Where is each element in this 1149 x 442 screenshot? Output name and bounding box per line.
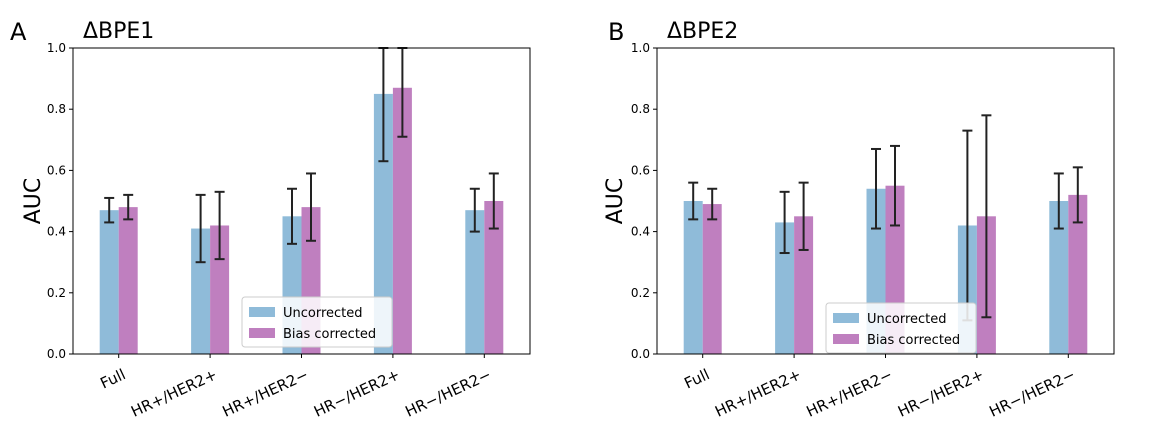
x-tick-label: HR−/HER2− (986, 365, 1078, 420)
error-bar (707, 187, 718, 221)
error-bar (469, 187, 480, 233)
bar-uncorrected (465, 210, 485, 354)
y-tick-label: 0.0 (47, 347, 66, 361)
y-tick-label: 0.6 (47, 163, 66, 177)
y-tick-label: 0.2 (47, 286, 66, 300)
bar-bias-corrected (484, 201, 504, 354)
bar-uncorrected (191, 228, 211, 354)
legend-swatch (833, 313, 859, 323)
bar-bias-corrected (392, 87, 412, 354)
error-bar (195, 193, 206, 264)
error-bar (1053, 172, 1064, 230)
y-tick-label: 1.0 (47, 41, 66, 55)
legend-entry: Bias corrected (283, 327, 376, 342)
y-tick-label: 0.8 (631, 102, 650, 116)
error-bar (306, 172, 316, 242)
chart-panel-a: A ΔBPE1 AUC 0.0 0.2 0.4 0.6 0.8 1.0 Full HR+/HER2+… (10, 18, 531, 421)
x-tick-label: HR+/HER2− (804, 365, 896, 420)
y-tick-label: 0.4 (631, 225, 650, 239)
legend-entry: Uncorrected (283, 306, 363, 321)
legend-box (825, 302, 977, 354)
bar-bias-corrected (1068, 194, 1088, 354)
x-tick-label: HR+/HER2− (220, 365, 312, 420)
y-tick-label: 0.2 (631, 286, 650, 300)
error-bar (214, 190, 225, 261)
bar-bias-corrected (702, 204, 722, 354)
y-tick-label: 0.6 (631, 163, 650, 177)
error-bar (688, 181, 699, 221)
panel-letter: A (10, 18, 27, 46)
legend-swatch (833, 334, 859, 344)
bar-bias-corrected (118, 207, 138, 354)
y-tick-label: 1.0 (631, 41, 650, 55)
error-bar (123, 193, 134, 221)
bar-uncorrected (373, 93, 393, 355)
bar-bias-corrected (210, 225, 230, 354)
legend-swatch (249, 328, 275, 338)
bar-uncorrected (683, 201, 703, 354)
y-axis-label: AUC (21, 178, 46, 225)
error-bar (890, 144, 900, 227)
legend-entry: Bias corrected (867, 333, 960, 348)
x-tick-label: Full (98, 365, 129, 392)
chart-panel-b: B ΔBPE2 AUC 0.0 0.2 0.4 0.6 0.8 1.0 Full HR+/HER2+… (603, 18, 1115, 421)
legend: Uncorrected Bias corrected (241, 296, 393, 348)
bar-uncorrected (99, 210, 119, 354)
legend-box (241, 296, 393, 348)
error-bar (798, 181, 809, 251)
error-bar (488, 172, 499, 230)
x-tick-label: HR−/HER2− (402, 365, 494, 420)
y-tick-label: 0.4 (47, 225, 66, 239)
chart-title: ΔBPE1 (83, 19, 154, 44)
error-bar (104, 196, 115, 224)
panel-letter: B (608, 18, 624, 46)
y-axis-label: AUC (603, 178, 628, 225)
error-bar (871, 147, 881, 230)
legend-entry: Uncorrected (867, 312, 947, 327)
error-bar (779, 190, 790, 255)
y-tick-label: 0.8 (47, 102, 66, 116)
x-tick-label: HR+/HER2+ (128, 365, 220, 420)
bar-uncorrected (775, 222, 795, 354)
error-bar (981, 114, 992, 319)
bar-uncorrected (1049, 201, 1069, 354)
error-bar (1072, 166, 1083, 224)
legend: Uncorrected Bias corrected (825, 302, 977, 354)
x-tick-label: Full (682, 365, 713, 392)
legend-swatch (249, 307, 275, 317)
chart-title: ΔBPE2 (667, 19, 738, 44)
error-bar (287, 187, 297, 245)
x-tick-label: HR−/HER2+ (895, 365, 987, 420)
y-tick-label: 0.0 (631, 347, 650, 361)
x-tick-label: HR+/HER2+ (712, 365, 804, 420)
x-tick-label: HR−/HER2+ (311, 365, 403, 420)
